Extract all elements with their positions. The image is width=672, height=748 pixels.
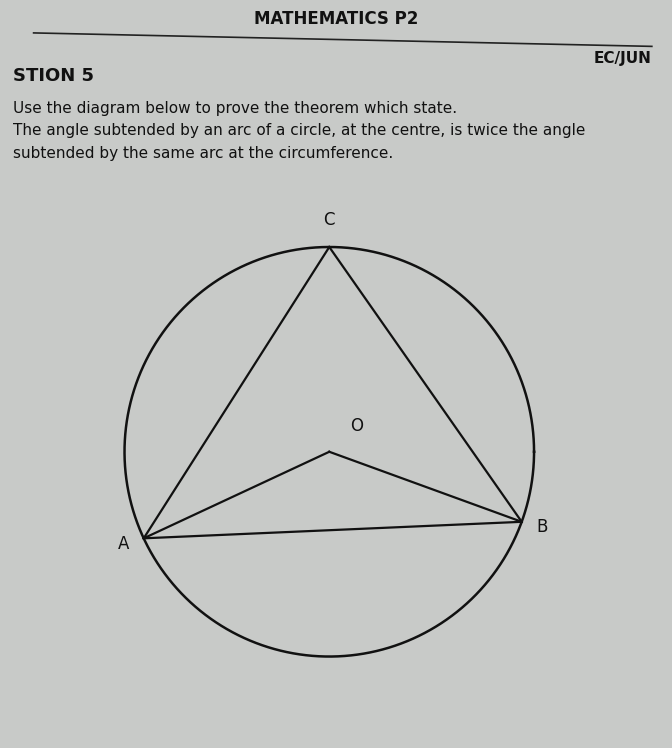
Text: STION 5: STION 5 xyxy=(13,67,95,85)
Text: The angle subtended by an arc of a circle, at the centre, is twice the angle: The angle subtended by an arc of a circl… xyxy=(13,123,586,138)
Text: A: A xyxy=(118,535,129,553)
Text: MATHEMATICS P2: MATHEMATICS P2 xyxy=(254,10,418,28)
Text: Use the diagram below to prove the theorem which state.: Use the diagram below to prove the theor… xyxy=(13,101,458,116)
Text: EC/JUN: EC/JUN xyxy=(594,51,652,66)
Text: C: C xyxy=(323,211,335,229)
Text: O: O xyxy=(349,417,363,435)
Text: subtended by the same arc at the circumference.: subtended by the same arc at the circumf… xyxy=(13,146,394,161)
Text: B: B xyxy=(536,518,548,536)
